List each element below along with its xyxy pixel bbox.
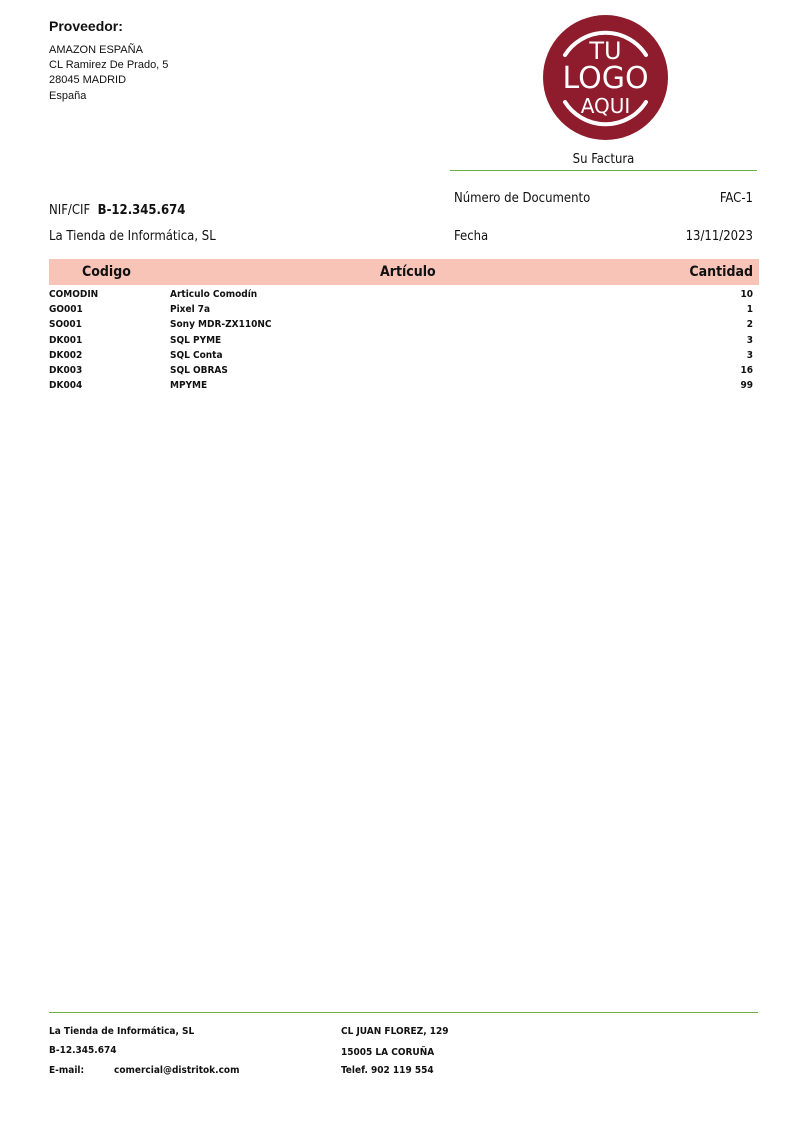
- footer-nif: B-12.345.674: [49, 1045, 117, 1056]
- supplier-city: 28045 MADRID: [49, 74, 127, 86]
- table-row: SO001 Sony MDR-ZX110NC 2: [49, 319, 753, 334]
- logo-text-logo: LOGO: [562, 61, 648, 96]
- item-article: SQL PYME: [170, 334, 222, 346]
- item-quantity: 99: [740, 380, 753, 392]
- item-code: DK001: [49, 334, 83, 346]
- item-quantity: 2: [746, 319, 753, 331]
- supplier-name: AMAZON ESPAÑA: [49, 44, 143, 56]
- item-quantity: 1: [746, 304, 753, 316]
- column-header-quantity: Cantidad: [689, 264, 753, 280]
- logo-text-tu: TU: [588, 37, 621, 65]
- customer-nif: NIF/CIF B-12.345.674: [49, 203, 185, 218]
- item-code: SO001: [49, 319, 82, 331]
- footer-email: comercial@distritok.com: [114, 1065, 240, 1076]
- footer-phone: Telef. 902 119 554: [341, 1065, 434, 1076]
- table-row: DK003 SQL OBRAS 16: [49, 365, 753, 380]
- doc-number-label: Número de Documento: [454, 191, 591, 206]
- column-header-article: Artículo: [380, 264, 436, 280]
- footer-divider: [49, 1012, 758, 1013]
- footer-city: 15005 LA CORUÑA: [341, 1047, 435, 1058]
- item-article: Pixel 7a: [170, 304, 211, 316]
- item-code: COMODIN: [49, 289, 99, 300]
- item-quantity: 3: [746, 334, 753, 346]
- supplier-country: España: [49, 90, 87, 102]
- date-value: 13/11/2023: [685, 229, 753, 244]
- table-header: Codigo Artículo Cantidad: [49, 259, 759, 285]
- table-row: COMODIN Articulo Comodín 10: [49, 289, 753, 304]
- footer-address: CL JUAN FLOREZ, 129: [341, 1026, 449, 1037]
- table-row: DK001 SQL PYME 3: [49, 335, 753, 350]
- item-quantity: 10: [740, 289, 753, 300]
- invoice-heading: Su Factura: [572, 152, 635, 167]
- item-article: MPYME: [170, 380, 208, 392]
- item-code: DK004: [49, 380, 83, 392]
- column-header-code: Codigo: [82, 264, 131, 280]
- supplier-title: Proveedor:: [49, 18, 123, 34]
- table-row: DK004 MPYME 99: [49, 380, 753, 395]
- doc-number-value: FAC-1: [719, 191, 753, 206]
- table-row: GO001 Pixel 7a 1: [49, 304, 753, 319]
- item-article: SQL Conta: [170, 349, 223, 361]
- date-label: Fecha: [454, 229, 489, 244]
- item-code: GO001: [49, 304, 83, 316]
- logo-text-aqui: AQUI: [581, 94, 631, 118]
- footer-company: La Tienda de Informática, SL: [49, 1026, 195, 1037]
- item-code: DK003: [49, 365, 83, 376]
- table-row: DK002 SQL Conta 3: [49, 350, 753, 365]
- supplier-address: CL Ramirez De Prado, 5: [49, 59, 169, 71]
- item-quantity: 3: [746, 349, 753, 361]
- heading-divider: [450, 170, 757, 171]
- customer-name: La Tienda de Informática, SL: [49, 229, 216, 244]
- footer-email-label: E-mail:: [49, 1065, 85, 1076]
- item-quantity: 16: [740, 365, 753, 376]
- nif-value: B-12.345.674: [97, 203, 186, 218]
- item-code: DK002: [49, 349, 83, 361]
- item-article: Articulo Comodín: [170, 289, 258, 300]
- item-article: SQL OBRAS: [170, 365, 228, 376]
- item-article: Sony MDR-ZX110NC: [170, 319, 272, 331]
- nif-label: NIF/CIF: [49, 203, 91, 218]
- company-logo: TU LOGO AQUI: [543, 15, 668, 140]
